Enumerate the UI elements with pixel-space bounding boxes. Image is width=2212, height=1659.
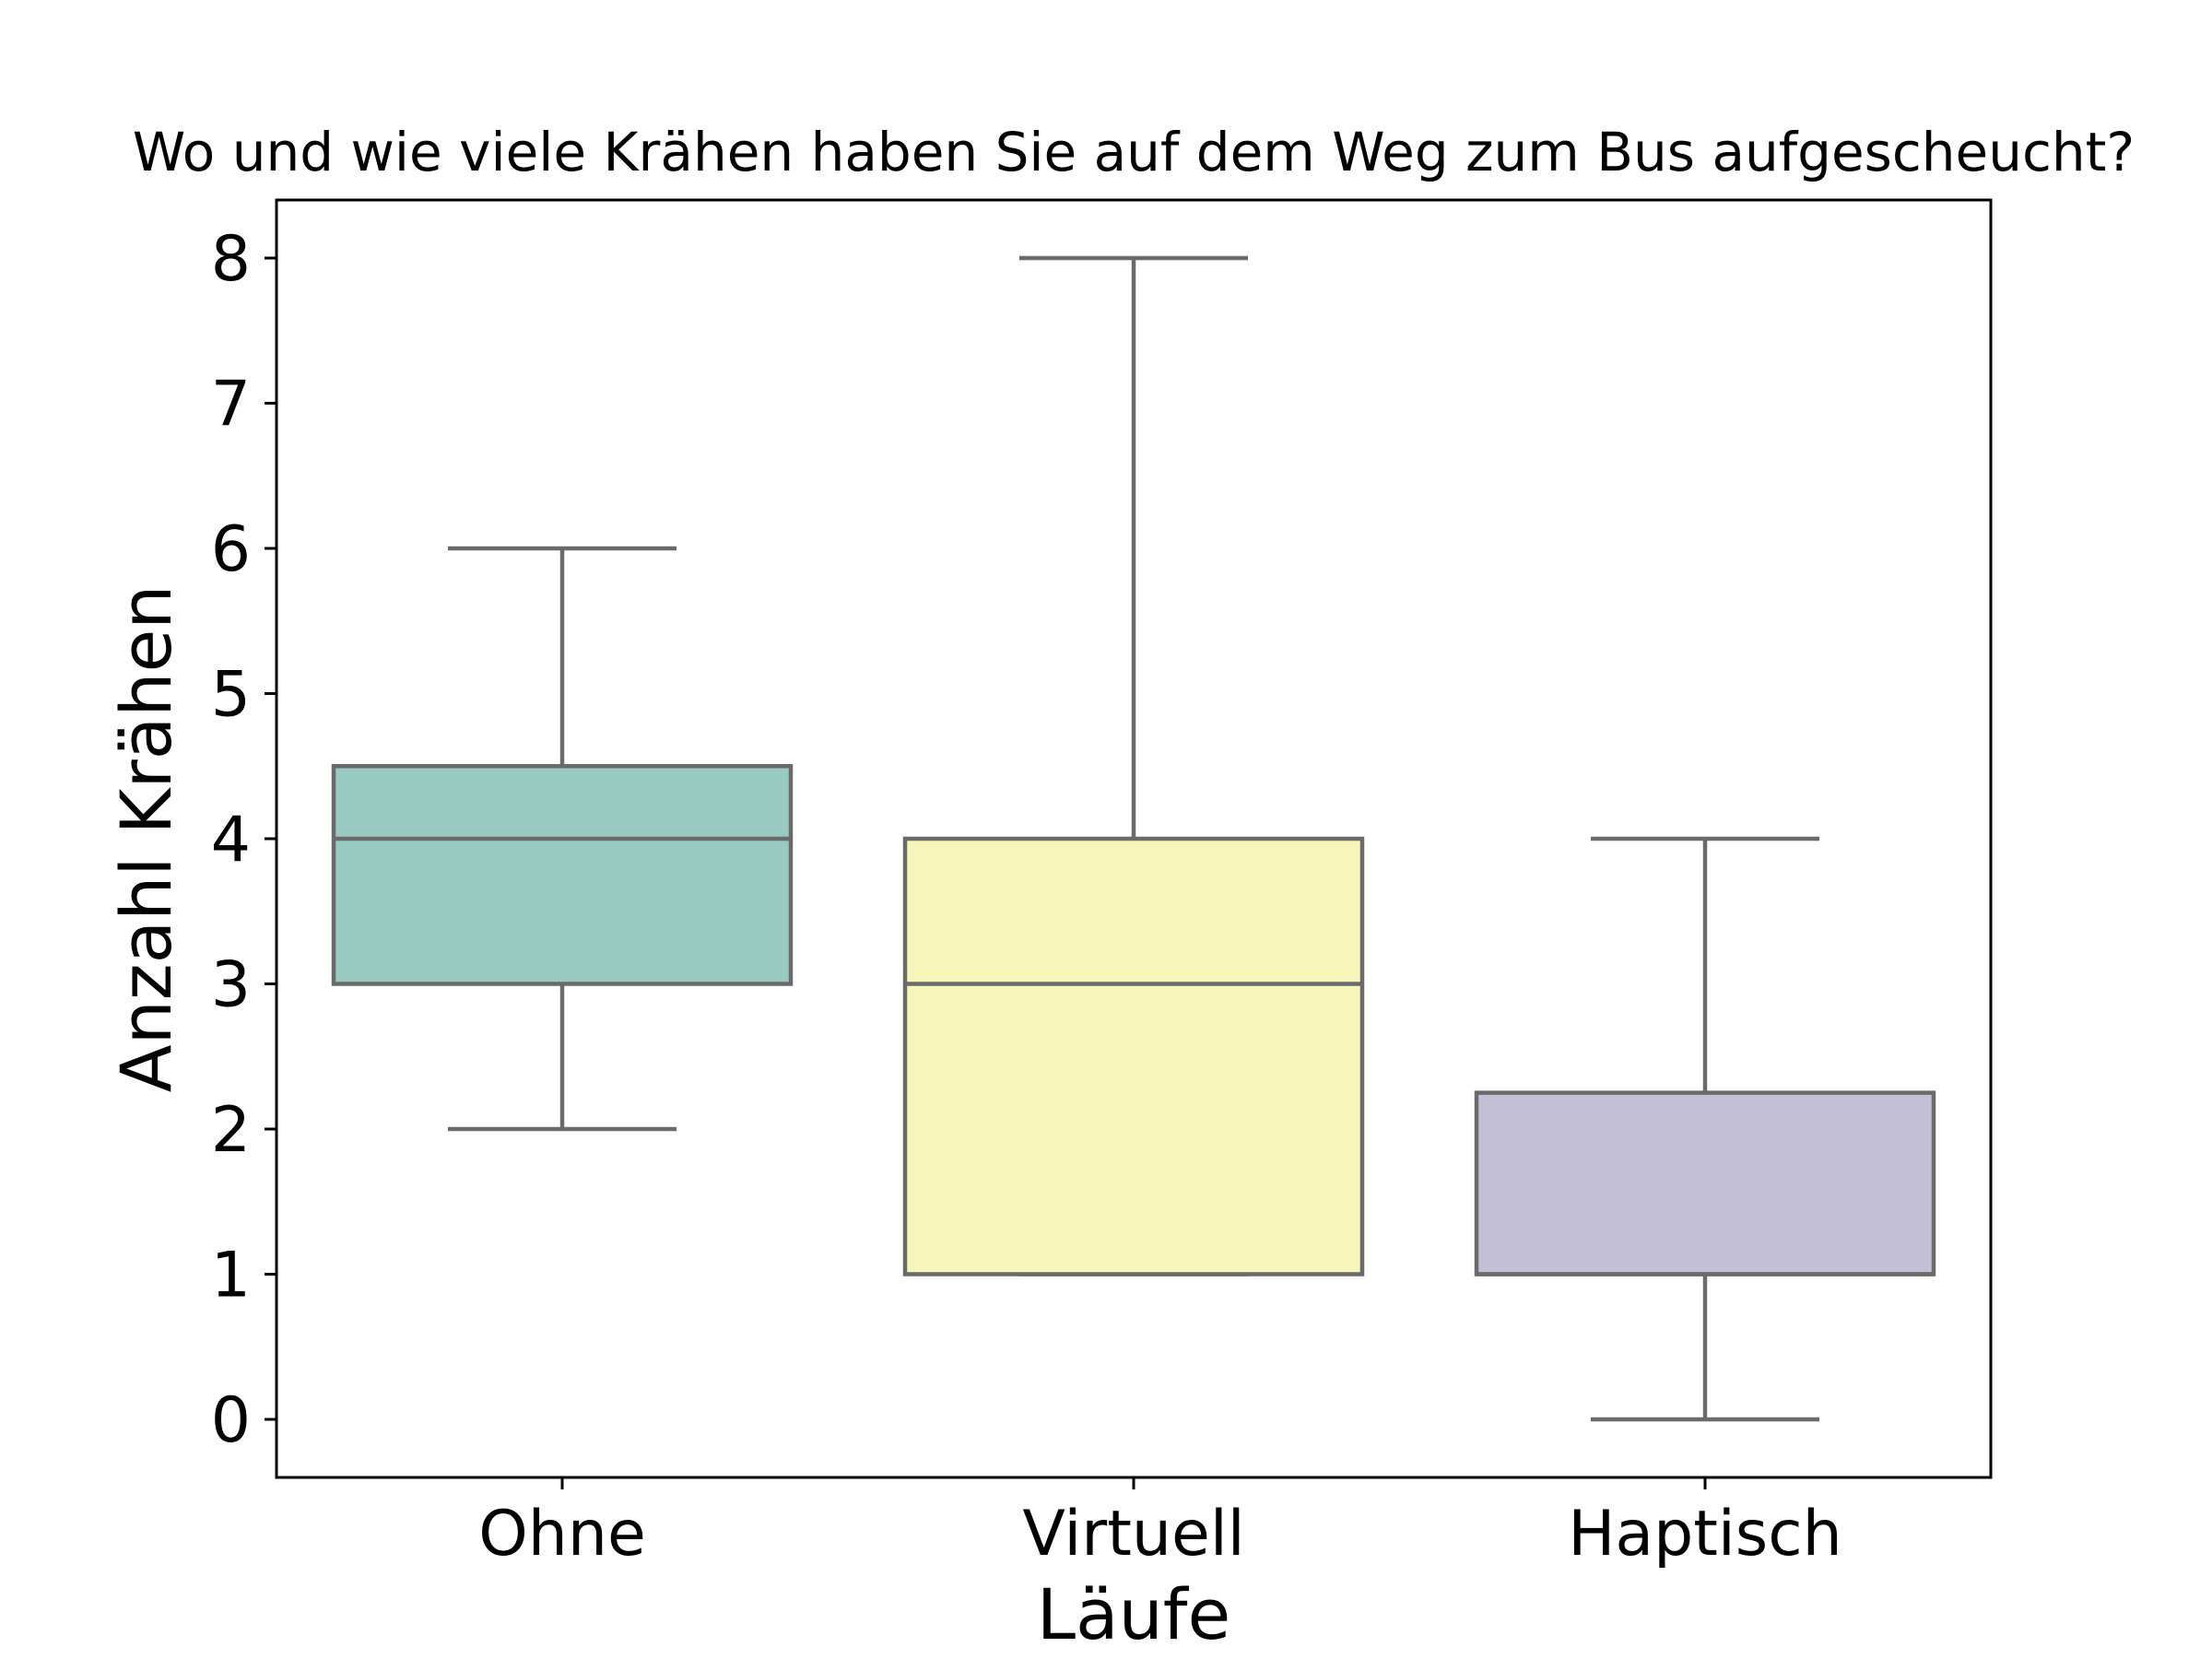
y-axis-label: Anzahl Krähen (105, 585, 187, 1093)
x-axis-label: Läufe (1037, 1573, 1231, 1655)
y-tick-label: 1 (211, 1240, 251, 1312)
chart-title: Wo und wie viele Krähen haben Sie auf de… (133, 121, 2135, 183)
y-tick-label: 2 (211, 1094, 251, 1167)
boxes-layer (331, 255, 1936, 1422)
box-haptisch (1474, 836, 1936, 1422)
x-tick-label: Ohne (478, 1498, 646, 1571)
y-tick-label: 4 (211, 804, 251, 877)
x-tick-label: Virtuell (1022, 1498, 1244, 1571)
y-tick-label: 3 (211, 949, 251, 1022)
x-tick-label: Haptisch (1568, 1498, 1841, 1571)
y-tick-label: 6 (211, 513, 251, 586)
iqr-box (902, 836, 1365, 1277)
y-tick-label: 0 (211, 1384, 251, 1457)
y-axis: 0 1 2 3 4 5 6 7 8 (211, 223, 276, 1457)
iqr-box (1474, 1090, 1936, 1277)
iqr-box (331, 764, 794, 986)
x-axis: Ohne Virtuell Haptisch (478, 1477, 1842, 1571)
y-tick-label: 5 (211, 659, 251, 732)
y-tick-label: 7 (211, 369, 251, 441)
y-tick-label: 8 (211, 223, 251, 296)
box-virtuell (902, 255, 1365, 1277)
box-ohne (331, 546, 794, 1132)
